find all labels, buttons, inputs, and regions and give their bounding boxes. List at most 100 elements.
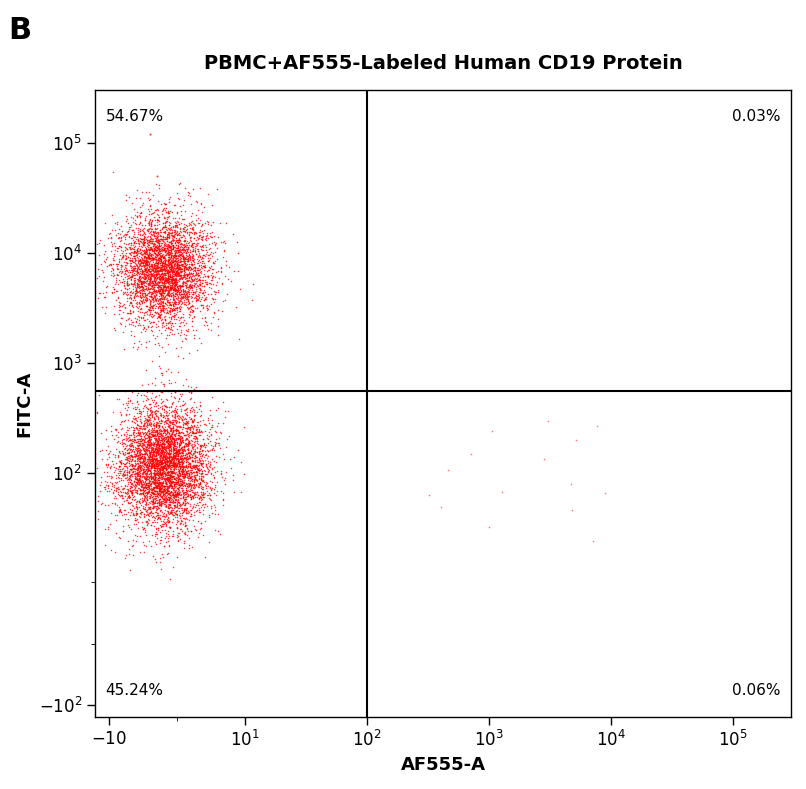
Point [156, 282, 168, 295]
Point [143, 305, 156, 318]
Point [191, 269, 204, 282]
Point [156, 466, 168, 479]
Point [127, 241, 140, 254]
Point [192, 477, 205, 489]
Point [164, 492, 177, 505]
Point [176, 413, 189, 426]
Point [107, 257, 120, 270]
Point [147, 244, 160, 256]
Point [140, 386, 153, 398]
Point [173, 211, 186, 224]
Point [116, 265, 129, 278]
Point [159, 252, 172, 265]
Point [152, 309, 165, 322]
Point [156, 484, 168, 497]
Point [129, 499, 142, 512]
Point [143, 248, 156, 260]
Point [153, 264, 166, 277]
Point [142, 424, 155, 437]
Point [122, 272, 135, 285]
Point [164, 245, 177, 258]
Point [189, 499, 202, 511]
Point [178, 269, 191, 282]
Point [127, 267, 140, 280]
Point [187, 466, 200, 479]
Point [198, 479, 211, 492]
Point [161, 483, 174, 495]
Point [191, 486, 204, 499]
Point [163, 479, 176, 492]
Point [194, 440, 207, 453]
Point [150, 226, 163, 239]
Point [140, 487, 153, 499]
Point [123, 271, 136, 283]
Point [167, 439, 180, 451]
Point [172, 294, 185, 306]
Point [135, 290, 147, 303]
Point [161, 481, 174, 494]
Point [185, 237, 198, 250]
Point [159, 451, 172, 463]
Point [139, 446, 152, 458]
Point [109, 462, 122, 474]
Point [107, 300, 120, 312]
Point [164, 257, 177, 270]
Point [171, 486, 184, 499]
Point [123, 472, 136, 484]
Point [175, 492, 188, 504]
Point [165, 452, 178, 465]
Point [154, 376, 167, 389]
Point [157, 241, 170, 254]
Point [197, 491, 210, 503]
Point [146, 287, 159, 300]
Point [172, 295, 185, 308]
Point [129, 285, 142, 297]
Point [170, 226, 183, 239]
Point [143, 477, 156, 489]
Point [160, 473, 172, 486]
Point [197, 490, 210, 503]
Point [176, 308, 189, 320]
Point [163, 241, 176, 254]
Point [152, 239, 165, 252]
Point [147, 262, 160, 275]
Point [164, 448, 177, 461]
Point [159, 459, 172, 472]
Point [119, 485, 132, 498]
Point [114, 264, 127, 277]
Point [151, 312, 164, 324]
Point [193, 454, 206, 467]
Point [166, 266, 179, 279]
Point [154, 292, 167, 305]
Point [185, 236, 198, 249]
Point [146, 428, 159, 441]
Point [137, 230, 150, 243]
Point [139, 443, 152, 455]
Point [170, 260, 183, 273]
Point [144, 462, 157, 474]
Point [135, 435, 147, 447]
Point [173, 433, 186, 446]
Point [145, 449, 158, 462]
Point [171, 239, 184, 252]
Point [138, 522, 151, 534]
Point [163, 478, 176, 491]
Point [159, 516, 172, 529]
Point [147, 549, 160, 562]
Point [143, 223, 156, 236]
Point [149, 241, 162, 253]
Point [163, 485, 176, 498]
Point [131, 460, 144, 473]
Point [170, 245, 183, 258]
Point [179, 516, 192, 529]
Point [156, 460, 169, 473]
Point [138, 510, 151, 523]
Point [169, 454, 182, 466]
Point [141, 254, 154, 267]
Point [188, 474, 201, 487]
Point [177, 453, 189, 466]
Point [172, 483, 185, 495]
Point [138, 438, 151, 451]
Point [142, 473, 155, 485]
Point [168, 460, 181, 473]
